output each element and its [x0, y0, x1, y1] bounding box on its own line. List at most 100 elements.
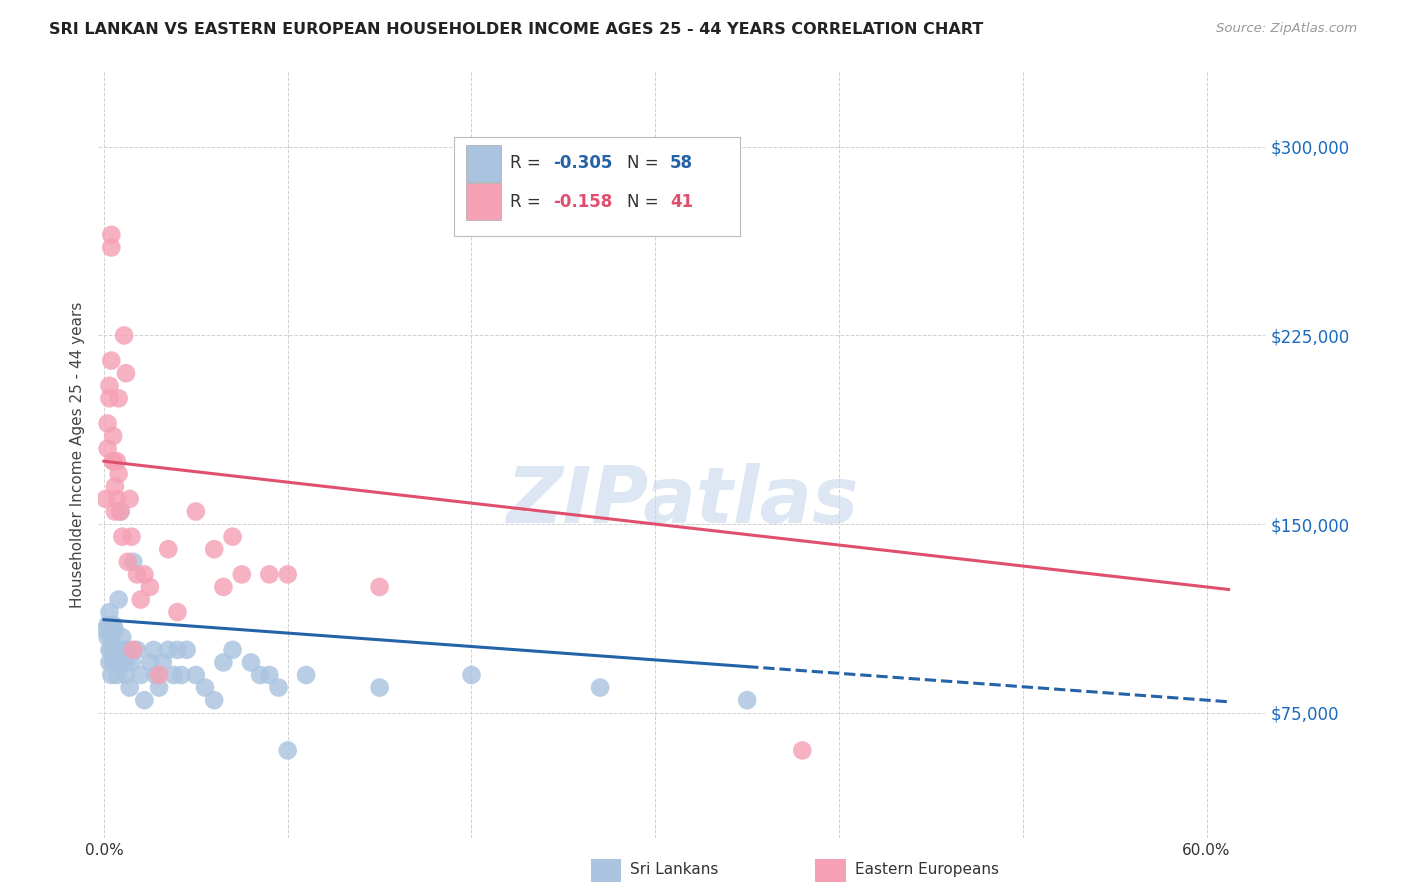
- Point: [104, 504, 127, 518]
- Point: [115, 366, 138, 380]
- Text: N =: N =: [627, 193, 664, 211]
- Point: [98, 643, 121, 657]
- Point: [792, 743, 814, 757]
- Point: [125, 567, 148, 582]
- Text: N =: N =: [627, 154, 664, 172]
- Point: [249, 668, 271, 682]
- Point: [97, 630, 120, 644]
- Point: [184, 668, 207, 682]
- Text: 41: 41: [671, 193, 693, 211]
- Text: Source: ZipAtlas.com: Source: ZipAtlas.com: [1216, 22, 1357, 36]
- Point: [231, 567, 253, 582]
- Point: [277, 567, 299, 582]
- Point: [107, 392, 129, 406]
- Point: [134, 693, 156, 707]
- Point: [104, 479, 127, 493]
- Point: [98, 392, 121, 406]
- Point: [100, 643, 122, 657]
- Point: [148, 668, 170, 682]
- Point: [97, 617, 120, 632]
- Point: [110, 504, 132, 518]
- Point: [105, 454, 128, 468]
- Point: [105, 491, 128, 506]
- Point: [105, 668, 128, 682]
- Point: [221, 530, 243, 544]
- Point: [98, 378, 121, 392]
- Point: [194, 681, 217, 695]
- Point: [104, 623, 127, 637]
- Y-axis label: Householder Income Ages 25 - 44 years: Householder Income Ages 25 - 44 years: [69, 301, 84, 608]
- Point: [100, 353, 122, 368]
- Point: [100, 227, 122, 242]
- Point: [118, 491, 141, 506]
- Point: [100, 630, 122, 644]
- Point: [105, 643, 128, 657]
- Point: [101, 454, 124, 468]
- Text: 58: 58: [671, 154, 693, 172]
- Point: [368, 681, 391, 695]
- Point: [112, 643, 135, 657]
- FancyBboxPatch shape: [454, 136, 741, 236]
- Point: [115, 656, 138, 670]
- Point: [104, 643, 127, 657]
- FancyBboxPatch shape: [465, 184, 501, 220]
- Point: [101, 617, 124, 632]
- Point: [152, 656, 174, 670]
- Point: [122, 643, 145, 657]
- Point: [101, 454, 124, 468]
- Point: [94, 491, 117, 506]
- Point: [100, 668, 122, 682]
- Text: ZIPatlas: ZIPatlas: [506, 463, 858, 539]
- Point: [212, 580, 235, 594]
- Point: [101, 429, 124, 443]
- Text: -0.305: -0.305: [554, 154, 613, 172]
- Point: [112, 328, 135, 343]
- Point: [259, 567, 281, 582]
- Point: [368, 580, 391, 594]
- Text: R =: R =: [510, 193, 547, 211]
- Point: [202, 542, 225, 557]
- Point: [176, 643, 198, 657]
- Point: [121, 656, 143, 670]
- Point: [115, 668, 138, 682]
- Point: [117, 555, 139, 569]
- Text: R =: R =: [510, 154, 547, 172]
- Point: [267, 681, 290, 695]
- Point: [111, 656, 134, 670]
- Point: [98, 656, 121, 670]
- Point: [139, 656, 162, 670]
- Point: [97, 442, 120, 456]
- Point: [97, 417, 120, 431]
- Point: [101, 643, 124, 657]
- Point: [157, 643, 180, 657]
- Point: [212, 656, 235, 670]
- Point: [295, 668, 318, 682]
- Point: [460, 668, 482, 682]
- Point: [111, 630, 134, 644]
- Point: [170, 668, 193, 682]
- Point: [589, 681, 612, 695]
- Point: [101, 656, 124, 670]
- Point: [110, 504, 132, 518]
- Point: [129, 592, 152, 607]
- Text: Eastern Europeans: Eastern Europeans: [855, 863, 998, 877]
- Point: [221, 643, 243, 657]
- Text: -0.158: -0.158: [554, 193, 613, 211]
- Point: [139, 580, 162, 594]
- Point: [129, 668, 152, 682]
- Point: [239, 656, 262, 670]
- Point: [94, 623, 117, 637]
- Text: SRI LANKAN VS EASTERN EUROPEAN HOUSEHOLDER INCOME AGES 25 - 44 YEARS CORRELATION: SRI LANKAN VS EASTERN EUROPEAN HOUSEHOLD…: [49, 22, 983, 37]
- Point: [735, 693, 758, 707]
- Point: [157, 542, 180, 557]
- Point: [104, 656, 127, 670]
- Point: [259, 668, 281, 682]
- Point: [117, 643, 139, 657]
- Point: [98, 605, 121, 619]
- Point: [142, 643, 165, 657]
- Point: [110, 643, 132, 657]
- Point: [122, 555, 145, 569]
- Point: [121, 530, 143, 544]
- Point: [163, 668, 186, 682]
- Point: [107, 467, 129, 481]
